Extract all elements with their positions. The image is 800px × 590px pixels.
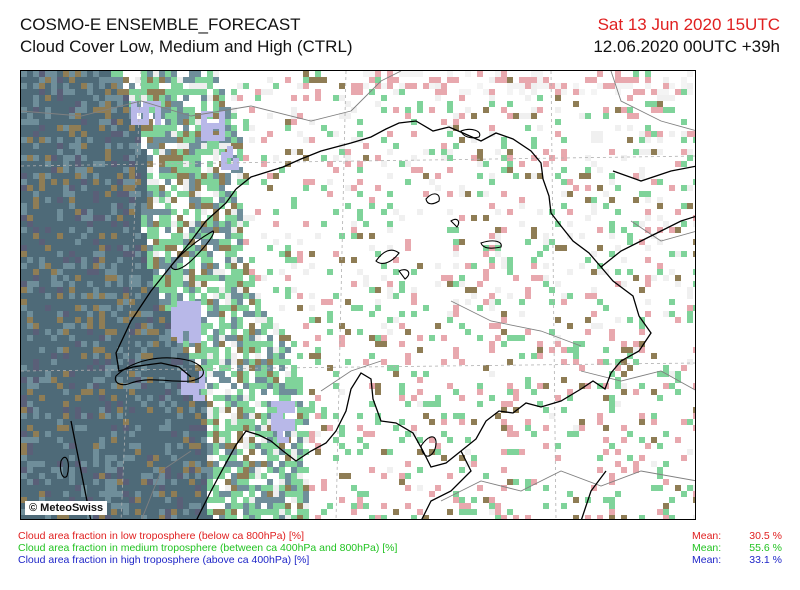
cloud-cover-layer — [21, 71, 695, 519]
time-block: Sat 13 Jun 2020 15UTC 12.06.2020 00UTC +… — [593, 14, 780, 58]
legend-label-medium: Cloud area fraction in medium tropospher… — [18, 542, 398, 554]
legend: Cloud area fraction in low troposphere (… — [18, 530, 782, 566]
product-title: Cloud Cover Low, Medium and High (CTRL) — [20, 37, 353, 56]
model-title: COSMO-E ENSEMBLE_FORECAST — [20, 15, 301, 34]
valid-time: Sat 13 Jun 2020 15UTC — [597, 15, 780, 34]
mean-label-low: Mean: — [692, 530, 722, 542]
title-block: COSMO-E ENSEMBLE_FORECAST Cloud Cover Lo… — [20, 14, 353, 58]
cloud-cover-map: © MeteoSwiss — [20, 70, 696, 520]
mean-value-high: 33.1 % — [749, 554, 782, 566]
mean-value-medium: 55.6 % — [749, 542, 782, 554]
mean-label-medium: Mean: — [692, 542, 722, 554]
legend-row-high: Cloud area fraction in high troposphere … — [18, 554, 782, 566]
graticule — [21, 71, 695, 519]
copyright-label: © MeteoSwiss — [25, 501, 108, 515]
lakes — [59, 128, 502, 478]
mean-value-low: 30.5 % — [749, 530, 782, 542]
legend-label-high: Cloud area fraction in high troposphere … — [18, 554, 310, 566]
run-time: 12.06.2020 00UTC +39h — [593, 37, 780, 56]
region-borders — [21, 71, 695, 519]
legend-label-low: Cloud area fraction in low troposphere (… — [18, 530, 304, 542]
legend-row-medium: Cloud area fraction in medium tropospher… — [18, 542, 782, 554]
legend-row-low: Cloud area fraction in low troposphere (… — [18, 530, 782, 542]
mean-label-high: Mean: — [692, 554, 722, 566]
map-canvas — [21, 71, 695, 519]
